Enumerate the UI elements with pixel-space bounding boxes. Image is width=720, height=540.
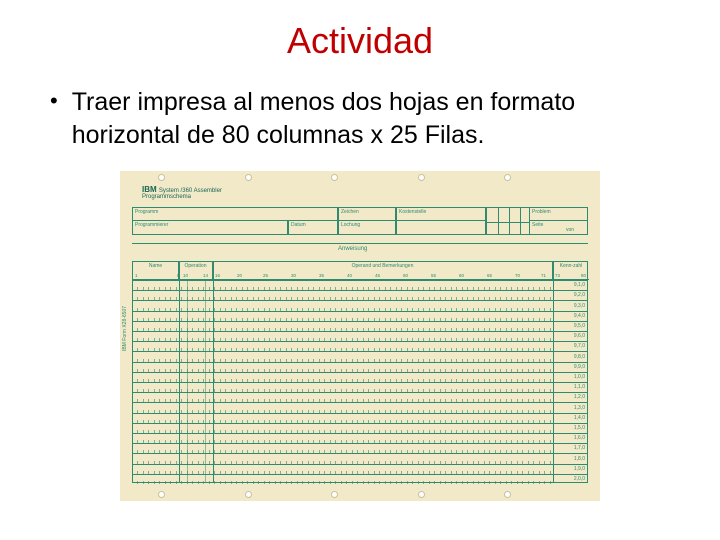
coding-form-image: IBM System /360 AssemblerProgrammschemaP… (120, 171, 600, 501)
bullet-dot: • (50, 86, 58, 151)
form-logo: IBM System /360 Assembler (142, 185, 222, 194)
bullet-text: Traer impresa al menos dos hojas en form… (72, 86, 690, 151)
bullet-item: • Traer impresa al menos dos hojas en fo… (30, 86, 690, 151)
coding-grid: NameOperationOperand und BemerkungenKenn… (132, 261, 588, 483)
slide-title: Actividad (30, 20, 690, 62)
